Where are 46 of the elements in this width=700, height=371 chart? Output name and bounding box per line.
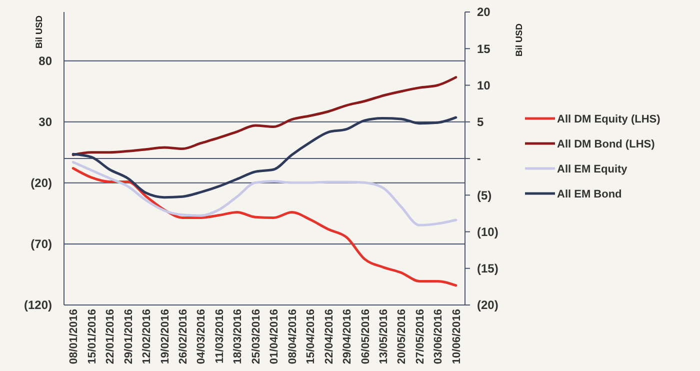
x-tick-label: 19/02/2016 [159, 309, 172, 364]
y-tick-label: 80 [38, 54, 52, 68]
x-tick-label: 22/04/2016 [323, 309, 336, 364]
x-tick-label: 27/05/2016 [414, 309, 426, 364]
y2-tick-label: (15) [477, 262, 498, 276]
x-tick-label: 26/02/2016 [177, 309, 190, 364]
x-tick-label: 13/05/2016 [378, 309, 390, 364]
y2-tick-label: 10 [477, 78, 491, 92]
y-axis-title: Bil USD [34, 15, 44, 49]
x-tick-label: 22/01/2016 [104, 309, 117, 364]
x-tick-label: 04/03/2016 [196, 309, 208, 364]
x-tick-label: 15/01/2016 [86, 309, 98, 364]
x-tick-label: 25/03/2016 [250, 309, 262, 364]
legend-label: All DM Bond (LHS) [557, 138, 656, 150]
line-series [72, 116, 458, 199]
y2-tick-label: (5) [477, 188, 492, 202]
line-series [72, 76, 458, 156]
x-tick-label: 11/03/2016 [214, 309, 226, 364]
x-tick-label: 06/05/2016 [360, 309, 372, 364]
x-tick-label: 15/04/2016 [305, 309, 318, 364]
y2-tick-label: 5 [477, 115, 484, 130]
x-tick-label: 10/06/2016 [450, 309, 463, 364]
x-tick-label: 29/01/2016 [122, 309, 135, 364]
y-tick-label: (120) [24, 298, 52, 312]
x-tick-label: 20/05/2016 [396, 309, 408, 364]
y2-axis-title: Bil USD [514, 23, 524, 57]
legend-label: All DM Equity (LHS) [557, 113, 661, 126]
x-tick-label: 08/01/2016 [68, 309, 80, 364]
y-tick-label: 30 [38, 115, 52, 130]
y2-tick-label: (10) [477, 224, 498, 239]
x-tick-label: 03/06/2016 [432, 309, 445, 364]
line-series [72, 160, 458, 226]
line-series [72, 167, 458, 287]
x-tick-label: 01/04/2016 [268, 309, 281, 364]
legend-label: All EM Bond [557, 188, 622, 200]
x-tick-label: 18/03/2016 [232, 309, 244, 364]
legend-label: All EM Equity [557, 163, 628, 176]
y-tick-label: (20) [30, 176, 52, 190]
x-tick-label: 08/04/2016 [286, 309, 299, 364]
y-tick-label: (70) [30, 237, 52, 252]
y2-tick-label: 15 [477, 42, 491, 56]
y2-tick-label: (20) [477, 298, 498, 312]
x-tick-label: 12/02/2016 [141, 309, 154, 364]
y2-tick-label: - [477, 152, 481, 166]
x-tick-label: 29/04/2016 [342, 309, 354, 364]
y2-tick-label: 20 [477, 5, 491, 20]
